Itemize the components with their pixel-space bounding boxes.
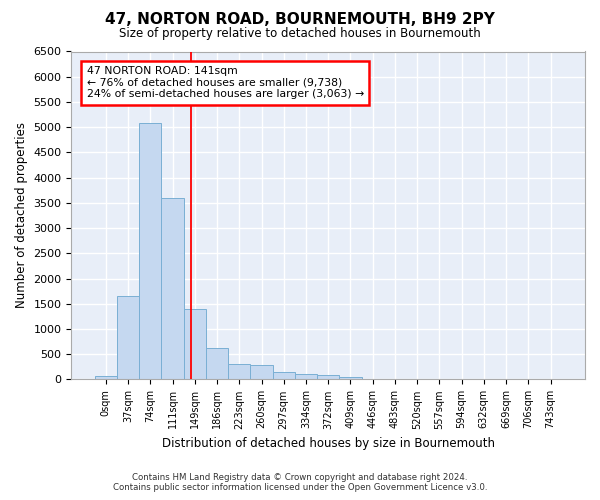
Bar (184, 309, 206, 380)
Bar (272, 372, 295, 380)
Bar (139, 123, 161, 380)
Text: Size of property relative to detached houses in Bournemouth: Size of property relative to detached ho… (119, 28, 481, 40)
Text: 47, NORTON ROAD, BOURNEMOUTH, BH9 2PY: 47, NORTON ROAD, BOURNEMOUTH, BH9 2PY (105, 12, 495, 28)
Bar (295, 374, 317, 380)
Bar (161, 198, 184, 380)
Text: 47 NORTON ROAD: 141sqm
← 76% of detached houses are smaller (9,738)
24% of semi-: 47 NORTON ROAD: 141sqm ← 76% of detached… (87, 66, 364, 100)
Bar (206, 348, 228, 380)
X-axis label: Distribution of detached houses by size in Bournemouth: Distribution of detached houses by size … (162, 437, 495, 450)
Bar (117, 296, 139, 380)
Bar (95, 376, 117, 380)
Bar (317, 376, 340, 380)
Y-axis label: Number of detached properties: Number of detached properties (15, 122, 28, 308)
Bar (340, 376, 362, 380)
Text: Contains HM Land Registry data © Crown copyright and database right 2024.
Contai: Contains HM Land Registry data © Crown c… (113, 473, 487, 492)
Bar (228, 364, 250, 380)
Bar (250, 365, 272, 380)
